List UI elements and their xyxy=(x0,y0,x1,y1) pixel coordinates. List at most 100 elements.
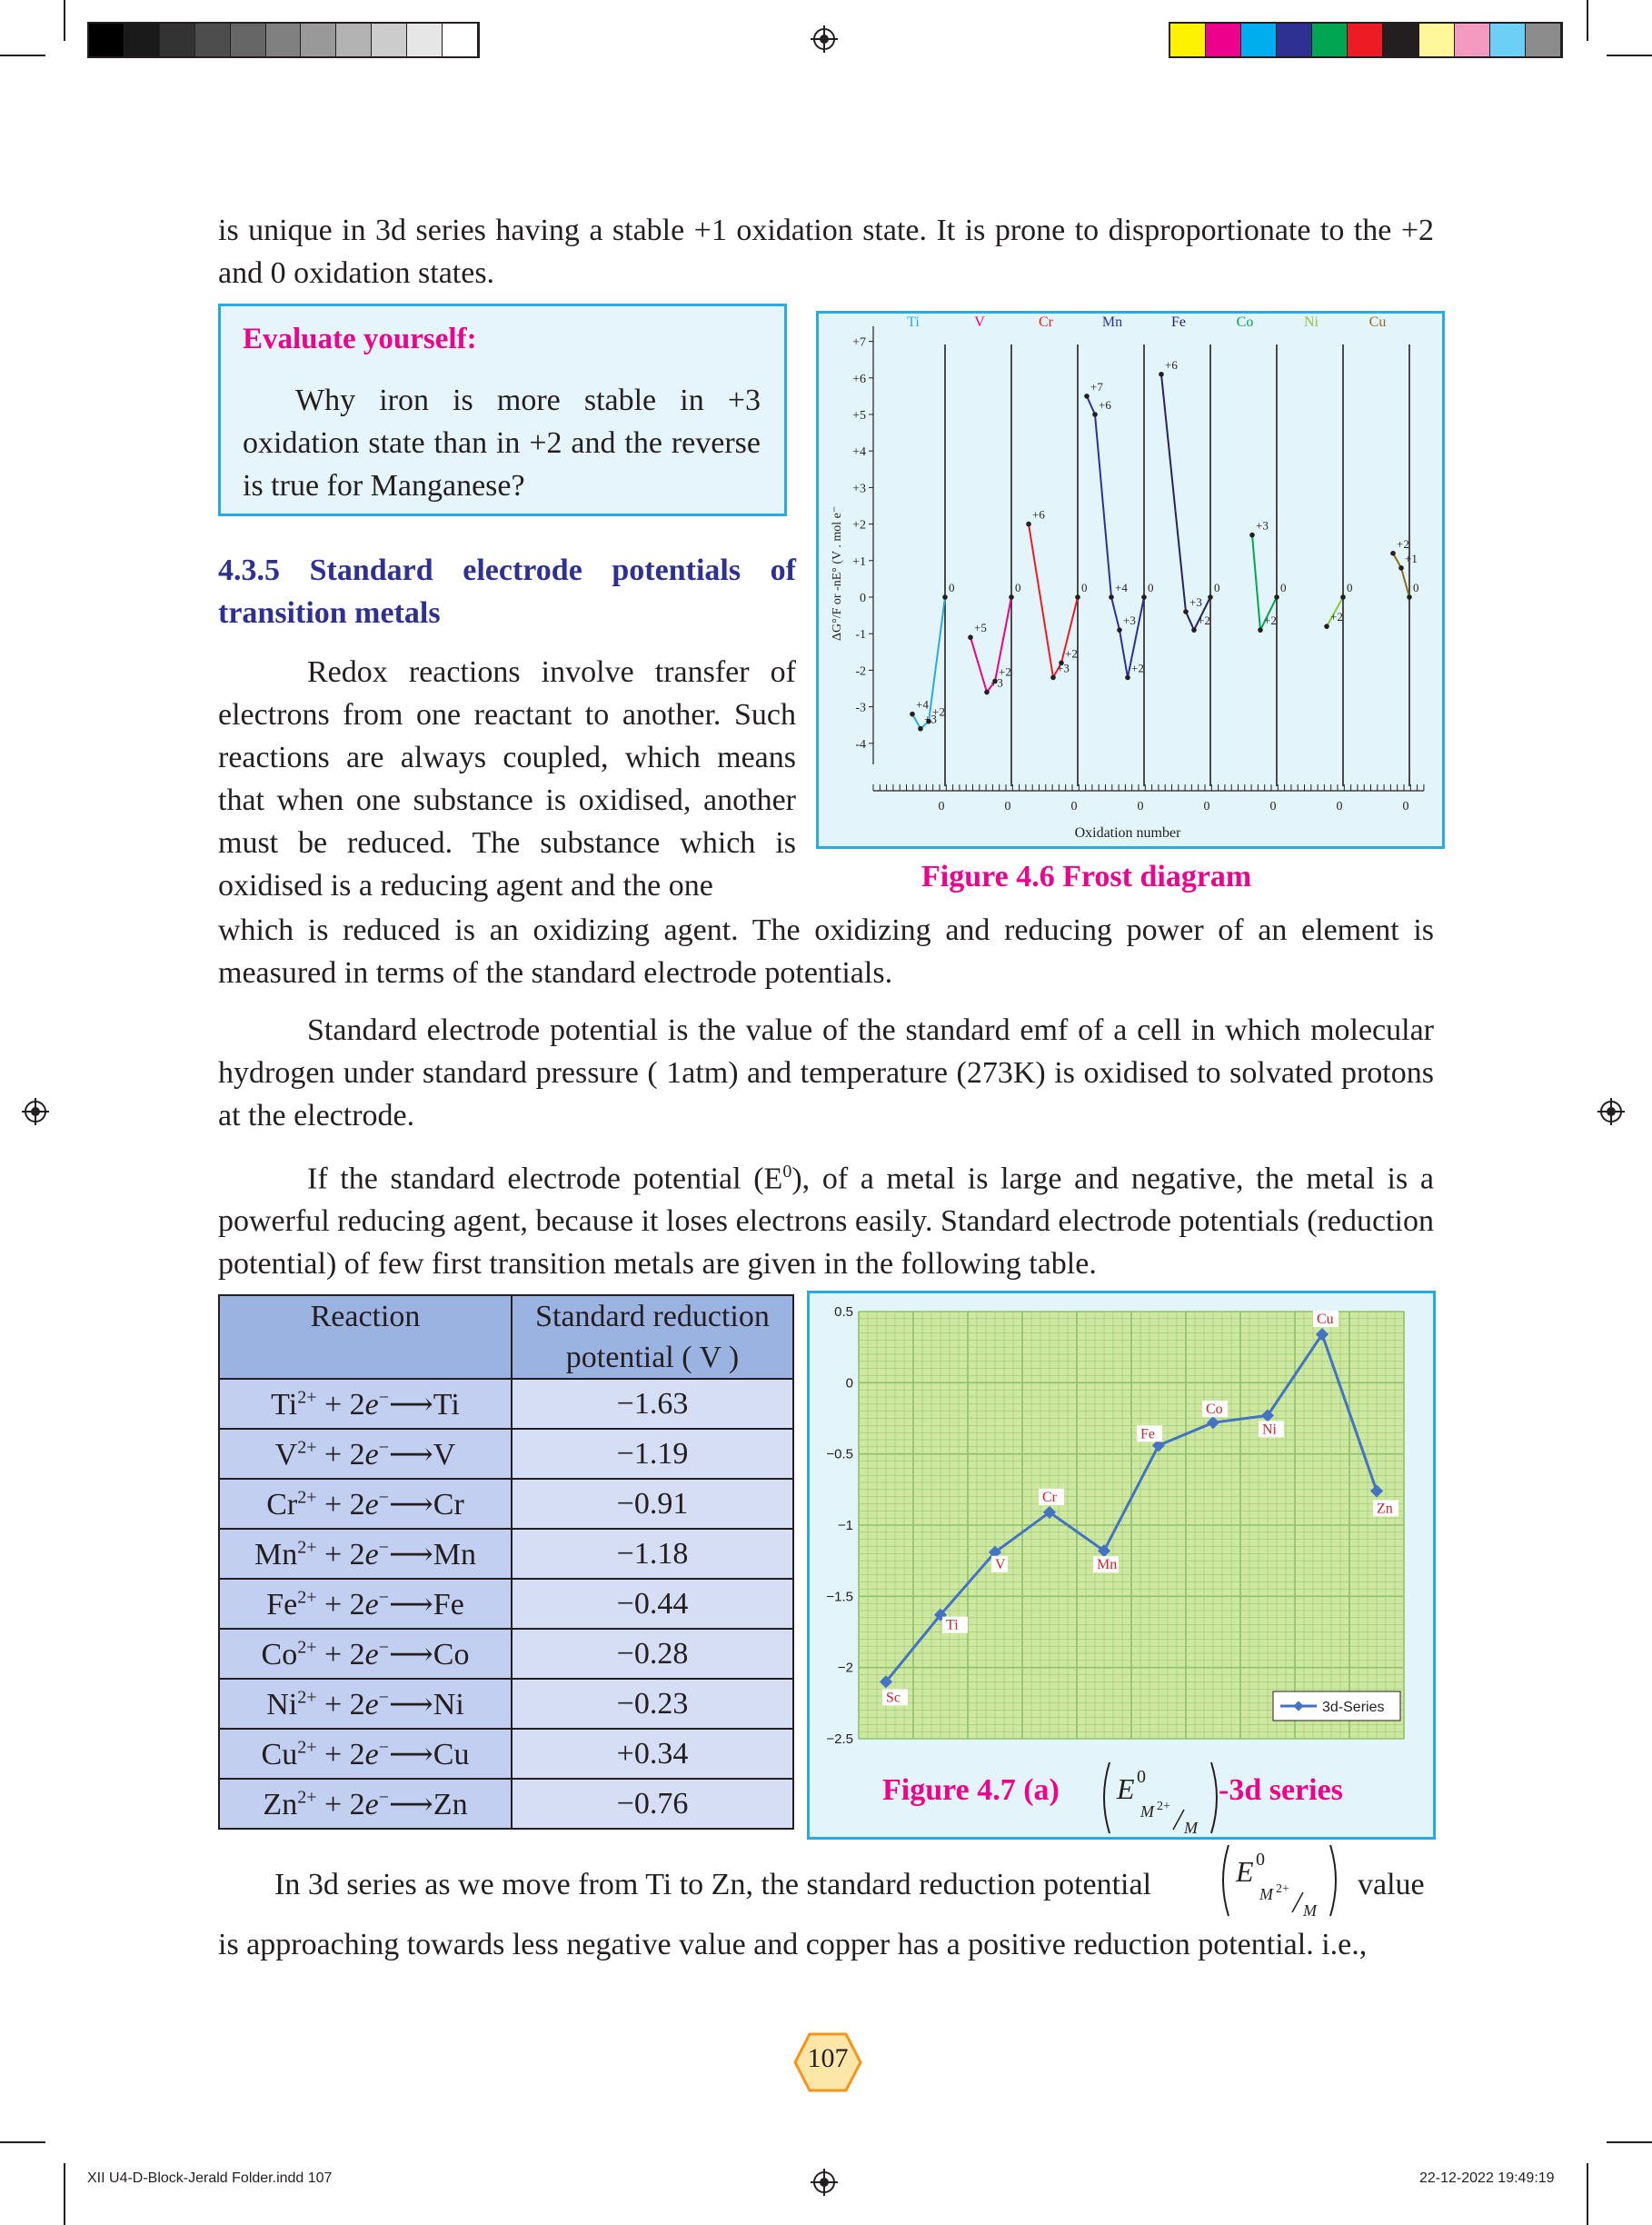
point-label: V xyxy=(995,1557,1006,1572)
potential-value: −0.76 xyxy=(511,1778,794,1830)
legend-marker xyxy=(1293,1701,1304,1711)
color-swatch xyxy=(1170,24,1207,56)
frost-point xyxy=(1159,371,1164,377)
subscript-ion: M xyxy=(1139,1802,1155,1821)
point-label: Sc xyxy=(886,1690,901,1705)
frost-point xyxy=(1183,609,1189,614)
page-number: 107 xyxy=(807,2043,849,2073)
table-row: Co2+ + 2e−⟶Co −0.28 xyxy=(218,1628,794,1680)
x-zero-label: 0 xyxy=(1270,800,1277,813)
reaction-cell: Zn2+ + 2e−⟶Zn xyxy=(218,1778,513,1830)
frost-point-label: 0 xyxy=(1347,581,1353,594)
color-swatch xyxy=(1418,24,1455,56)
left-paren xyxy=(1103,1761,1110,1834)
electron-charge: − xyxy=(378,1387,390,1408)
x-zero-label: 0 xyxy=(1337,800,1343,813)
caption-series-label: -3d series xyxy=(1219,1773,1343,1807)
potential-value: −0.44 xyxy=(511,1578,794,1630)
series-line xyxy=(884,1331,1378,1683)
gray-swatch xyxy=(230,24,266,56)
ion-symbol: Cr xyxy=(266,1487,298,1522)
frost-point-label: 0 xyxy=(949,581,955,594)
plus-sign: + 2 xyxy=(316,1487,365,1522)
series-marker xyxy=(1042,1505,1057,1519)
table-row: Cu2+ + 2e−⟶Cu +0.34 xyxy=(218,1728,794,1780)
color-swatch xyxy=(1277,24,1313,56)
registration-mark-icon xyxy=(1597,1098,1625,1125)
frost-point-label: 0 xyxy=(1280,581,1287,594)
color-bar xyxy=(1169,22,1563,58)
point-label: Fe xyxy=(1140,1426,1155,1442)
plus-sign: + 2 xyxy=(316,1537,365,1571)
y-tick-label: −2 xyxy=(838,1661,853,1676)
frost-point xyxy=(1117,627,1122,633)
y-tick-label: -2 xyxy=(855,664,866,678)
table-row: Fe2+ + 2e−⟶Fe −0.44 xyxy=(218,1578,794,1630)
potential-value: −0.23 xyxy=(511,1678,794,1730)
electron-charge: − xyxy=(378,1687,390,1708)
x-zero-label: 0 xyxy=(1138,800,1144,813)
metal-symbol: Mn xyxy=(433,1537,477,1571)
electron-symbol: e xyxy=(364,1537,379,1571)
reaction-cell: Cr2+ + 2e−⟶Cr xyxy=(218,1478,513,1530)
plus-sign: + 2 xyxy=(316,1787,365,1821)
point-label: Zn xyxy=(1377,1501,1393,1516)
evaluate-question-text: Why iron is more stable in +3 oxidation … xyxy=(243,384,761,503)
metal-symbol: V xyxy=(433,1437,456,1472)
ion-charge: 2+ xyxy=(297,1637,317,1658)
panel-title: Ti xyxy=(907,314,920,330)
frost-point xyxy=(1084,394,1090,399)
crop-mark xyxy=(1607,2141,1652,2143)
series-chart: 0.5 0 −0.5 −1 −1.5 −2 −2.5 Sc Ti V Cr Mn Fe Co Ni Cu Zn 3… xyxy=(826,1304,1405,1747)
para3-text-b: ), of a metal is large and negative, the… xyxy=(218,1162,1434,1282)
gray-swatch xyxy=(301,24,337,56)
arrow-icon: ⟶ xyxy=(389,1537,433,1571)
arrow-icon: ⟶ xyxy=(389,1387,433,1422)
electron-charge: − xyxy=(378,1787,390,1808)
panel-title: Fe xyxy=(1171,314,1186,330)
paragraph-redox-continued: which is reduced is an oxidizing agent. … xyxy=(218,913,1434,990)
metal-symbol: Zn xyxy=(433,1787,468,1821)
x-zero-label: 0 xyxy=(1071,800,1078,813)
x-zero-label: 0 xyxy=(1403,800,1409,813)
frost-series-line xyxy=(970,596,1012,694)
y-tick-label: +5 xyxy=(852,409,866,423)
x-zero-label: 0 xyxy=(1005,800,1011,813)
plus-sign: + 2 xyxy=(316,1387,365,1422)
frost-series-line xyxy=(1086,395,1145,678)
para4-value-word: value xyxy=(1358,1868,1425,1901)
crop-mark xyxy=(1607,55,1652,56)
frost-point-label: +2 xyxy=(1131,661,1144,674)
reaction-cell: V2+ + 2e−⟶V xyxy=(218,1428,513,1480)
reaction-cell: Ti2+ + 2e−⟶Ti xyxy=(218,1378,513,1430)
e-superscript: 0 xyxy=(1256,1850,1265,1870)
frost-caption: Figure 4.6 Frost diagram xyxy=(921,860,1252,893)
paragraph-reducing-agent: If the standard electrode potential (E0)… xyxy=(218,1151,1434,1285)
color-swatch xyxy=(1489,24,1526,56)
gray-swatch xyxy=(407,24,443,56)
point-label: Mn xyxy=(1097,1557,1117,1572)
subscript-metal: M xyxy=(1183,1819,1199,1837)
gray-swatch xyxy=(124,24,160,56)
ion-charge: 2+ xyxy=(297,1687,317,1708)
y-tick-label: 0.5 xyxy=(834,1304,853,1320)
electron-symbol: e xyxy=(364,1687,379,1721)
y-tick-label: +1 xyxy=(852,555,866,569)
color-swatch xyxy=(1312,24,1348,56)
electron-charge: − xyxy=(378,1437,390,1458)
point-label: Cu xyxy=(1317,1312,1334,1327)
e-superscript: 0 xyxy=(1137,1767,1146,1787)
frost-diagram: +7+6+5+4+3+2+10-1-2-3-4ΔG°/F or -nE° (V … xyxy=(831,314,1425,841)
point-label: Co xyxy=(1206,1402,1223,1417)
arrow-icon: ⟶ xyxy=(389,1637,433,1671)
e-letter: E xyxy=(1235,1855,1254,1888)
frost-point-label: +2 xyxy=(1264,614,1277,627)
frost-point xyxy=(1009,594,1014,600)
x-axis-label: Oxidation number xyxy=(1075,825,1182,841)
intro-paragraph: is unique in 3d series having a stable +… xyxy=(218,214,1434,290)
frost-point xyxy=(1208,594,1213,600)
arrow-icon: ⟶ xyxy=(389,1687,433,1721)
frost-diagram-box: +7 +6 +5 +4 +3 +2 +1 0 -1 -2 -3 -4 ΔG°/F or -nE° (V … xyxy=(816,311,1445,849)
point-label: Ni xyxy=(1262,1422,1278,1437)
frost-point xyxy=(1050,674,1056,681)
